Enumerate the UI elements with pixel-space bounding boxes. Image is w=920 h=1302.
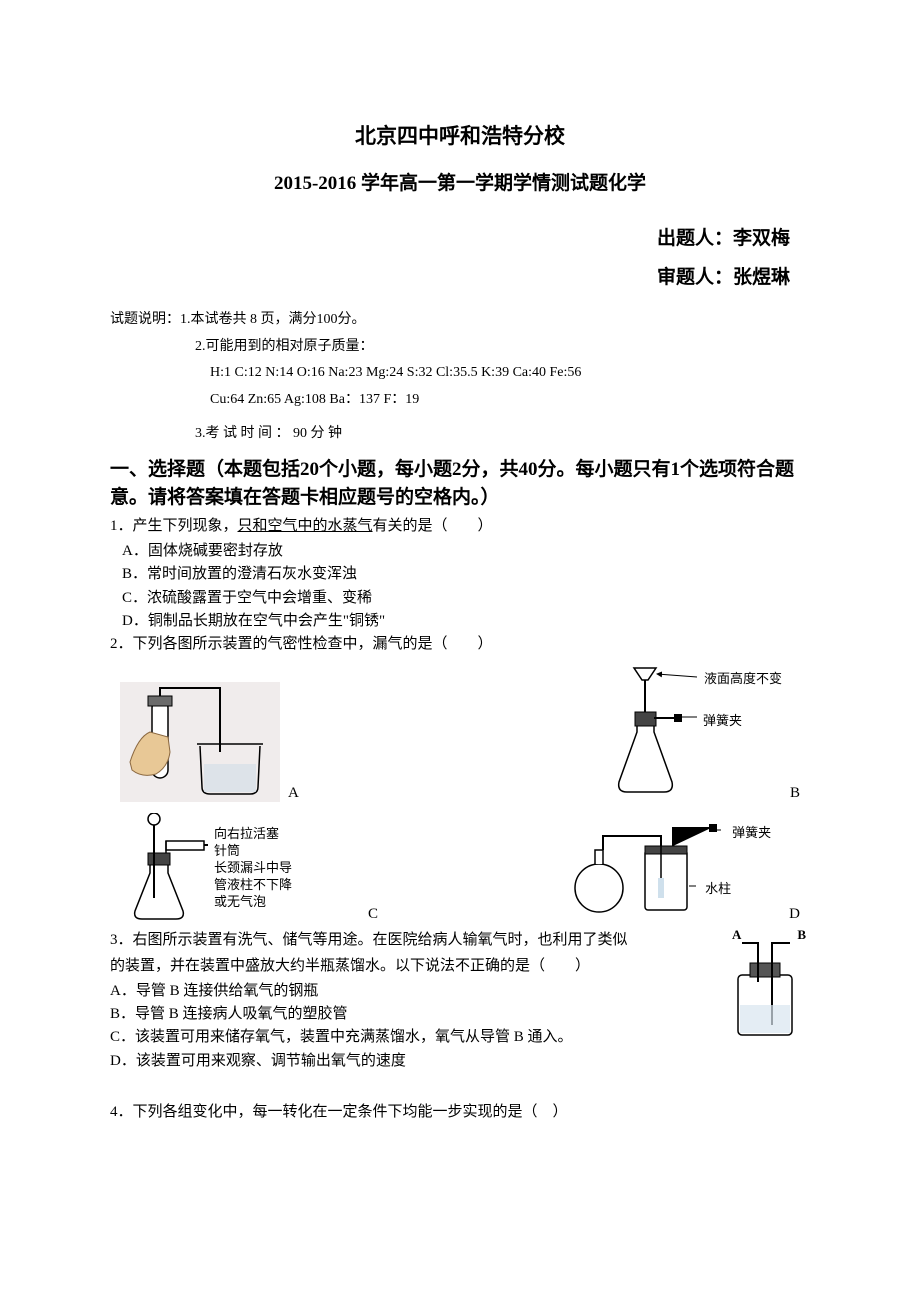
- q1-option-d: D．铜制品长期放在空气中会产生"铜锈": [110, 610, 810, 633]
- q2-figure-b-wrapper: 液面高度不变 弹簧夹 B: [582, 662, 800, 802]
- q2-annot-c1: 向右拉活塞: [214, 826, 292, 843]
- document-subtitle: 2015-2016 学年高一第一学期学情测试题化学: [110, 168, 810, 195]
- author-label: 出题人：: [657, 228, 733, 249]
- q2-label-b: B: [790, 785, 800, 802]
- author-name: 李双梅: [733, 228, 790, 249]
- instruction-line-1: 试题说明：1.本试卷共 8 页，满分100分。: [110, 307, 810, 334]
- q2-label-c: C: [368, 906, 378, 923]
- q2-annot-b2: 弹簧夹: [703, 710, 742, 729]
- q2-figure-c-wrapper: 向右拉活塞 针筒 长颈漏斗中导 管液柱不下降 或无气泡 C: [120, 813, 378, 923]
- question-3-line2: 的装置，并在装置中盛放大约半瓶蒸馏水。以下说法不正确的是（ ）: [110, 955, 810, 978]
- question-3-block: A B 3．右图所示装置有洗气、储气等用途。在医院给病人输氧气时，也利用了类似 …: [110, 929, 810, 1073]
- question-4: 4．下列各组变化中，每一转化在一定条件下均能一步实现的是（ ）: [110, 1101, 810, 1124]
- q2-figure-d-wrapper: 弹簧夹 水柱 D: [561, 808, 800, 923]
- q2-annot-b1: 液面高度不变: [704, 668, 782, 687]
- reviewer-label: 审题人：: [657, 267, 733, 288]
- question-3-line1: 3．右图所示装置有洗气、储气等用途。在医院给病人输氧气时，也利用了类似: [110, 929, 810, 952]
- question-2: 2．下列各图所示装置的气密性检查中，漏气的是（ ）: [110, 633, 810, 656]
- q2-diagram-a-svg: [120, 682, 280, 802]
- instructions-block: 试题说明：1.本试卷共 8 页，满分100分。 2.可能用到的相对原子质量： H…: [110, 307, 810, 448]
- q2-annot-d1: 弹簧夹: [732, 822, 771, 841]
- q1-option-a: A．固体烧碱要密封存放: [110, 540, 810, 563]
- q2-annot-c-block: 向右拉活塞 针筒 长颈漏斗中导 管液柱不下降 或无气泡: [214, 826, 292, 910]
- q2-figure-a-wrapper: A: [120, 682, 299, 802]
- q1-text-underline: 只和空气中的水蒸气: [238, 518, 373, 534]
- q3-diagram: A B: [720, 929, 810, 1047]
- document-title: 北京四中呼和浩特分校: [110, 120, 810, 150]
- question-1: 1．产生下列现象，只和空气中的水蒸气有关的是（ ）: [110, 515, 810, 538]
- author-line: 出题人：李双梅: [110, 223, 810, 250]
- section-header: 一、选择题（本题包括20个小题，每小题2分，共40分。每小题只有1个选项符合题意…: [110, 456, 810, 513]
- q3-fig-label-b: B: [797, 929, 806, 943]
- q3-diagram-svg: [720, 929, 810, 1047]
- q1-text-post: 有关的是（ ）: [373, 518, 493, 534]
- q2-annot-c4: 管液柱不下降: [214, 877, 292, 894]
- q2-annot-c3: 长颈漏斗中导: [214, 860, 292, 877]
- q2-diagram-b: 液面高度不变 弹簧夹: [582, 662, 782, 802]
- q3-option-b: B．导管 B 连接病人吸氧气的塑胶管: [110, 1003, 810, 1026]
- q2-annot-c2: 针筒: [214, 843, 292, 860]
- instruction-line-4: Cu:64 Zn:65 Ag:108 Ba：137 F：19: [110, 387, 810, 414]
- instruction-line-5: 3.考 试 时 间 ： 90 分 钟: [110, 421, 810, 448]
- q1-option-b: B．常时间放置的澄清石灰水变浑浊: [110, 563, 810, 586]
- q3-option-d: D．该装置可用来观察、调节输出氧气的速度: [110, 1050, 810, 1073]
- q2-annot-c5: 或无气泡: [214, 894, 292, 911]
- q3-option-a: A．导管 B 连接供给氧气的钢瓶: [110, 980, 810, 1003]
- reviewer-name: 张煜琳: [733, 267, 790, 288]
- q1-text-pre: 1．产生下列现象，: [110, 518, 238, 534]
- q2-diagram-a: [120, 682, 280, 802]
- reviewer-line: 审题人：张煜琳: [110, 262, 810, 289]
- q2-annot-d2: 水柱: [705, 878, 731, 897]
- q3-option-c: C．该装置可用来储存氧气，装置中充满蒸馏水，氧气从导管 B 通入。: [110, 1026, 810, 1049]
- q2-diagram-d: 弹簧夹 水柱: [561, 808, 781, 923]
- instruction-line-2: 2.可能用到的相对原子质量：: [110, 334, 810, 361]
- q2-label-a: A: [288, 785, 299, 802]
- q1-option-c: C．浓硫酸露置于空气中会增重、变稀: [110, 587, 810, 610]
- q2-diagram-c-svg: [120, 813, 210, 923]
- q2-label-d: D: [789, 906, 800, 923]
- instruction-line-3: H:1 C:12 N:14 O:16 Na:23 Mg:24 S:32 Cl:3…: [110, 360, 810, 387]
- q3-fig-label-a: A: [732, 929, 741, 943]
- q2-diagram-c: 向右拉活塞 针筒 长颈漏斗中导 管液柱不下降 或无气泡: [120, 813, 360, 923]
- q2-figures-row-1: A 液面高度不变 弹簧夹 B: [110, 662, 810, 802]
- q2-figures-row-2: 向右拉活塞 针筒 长颈漏斗中导 管液柱不下降 或无气泡 C: [110, 808, 810, 923]
